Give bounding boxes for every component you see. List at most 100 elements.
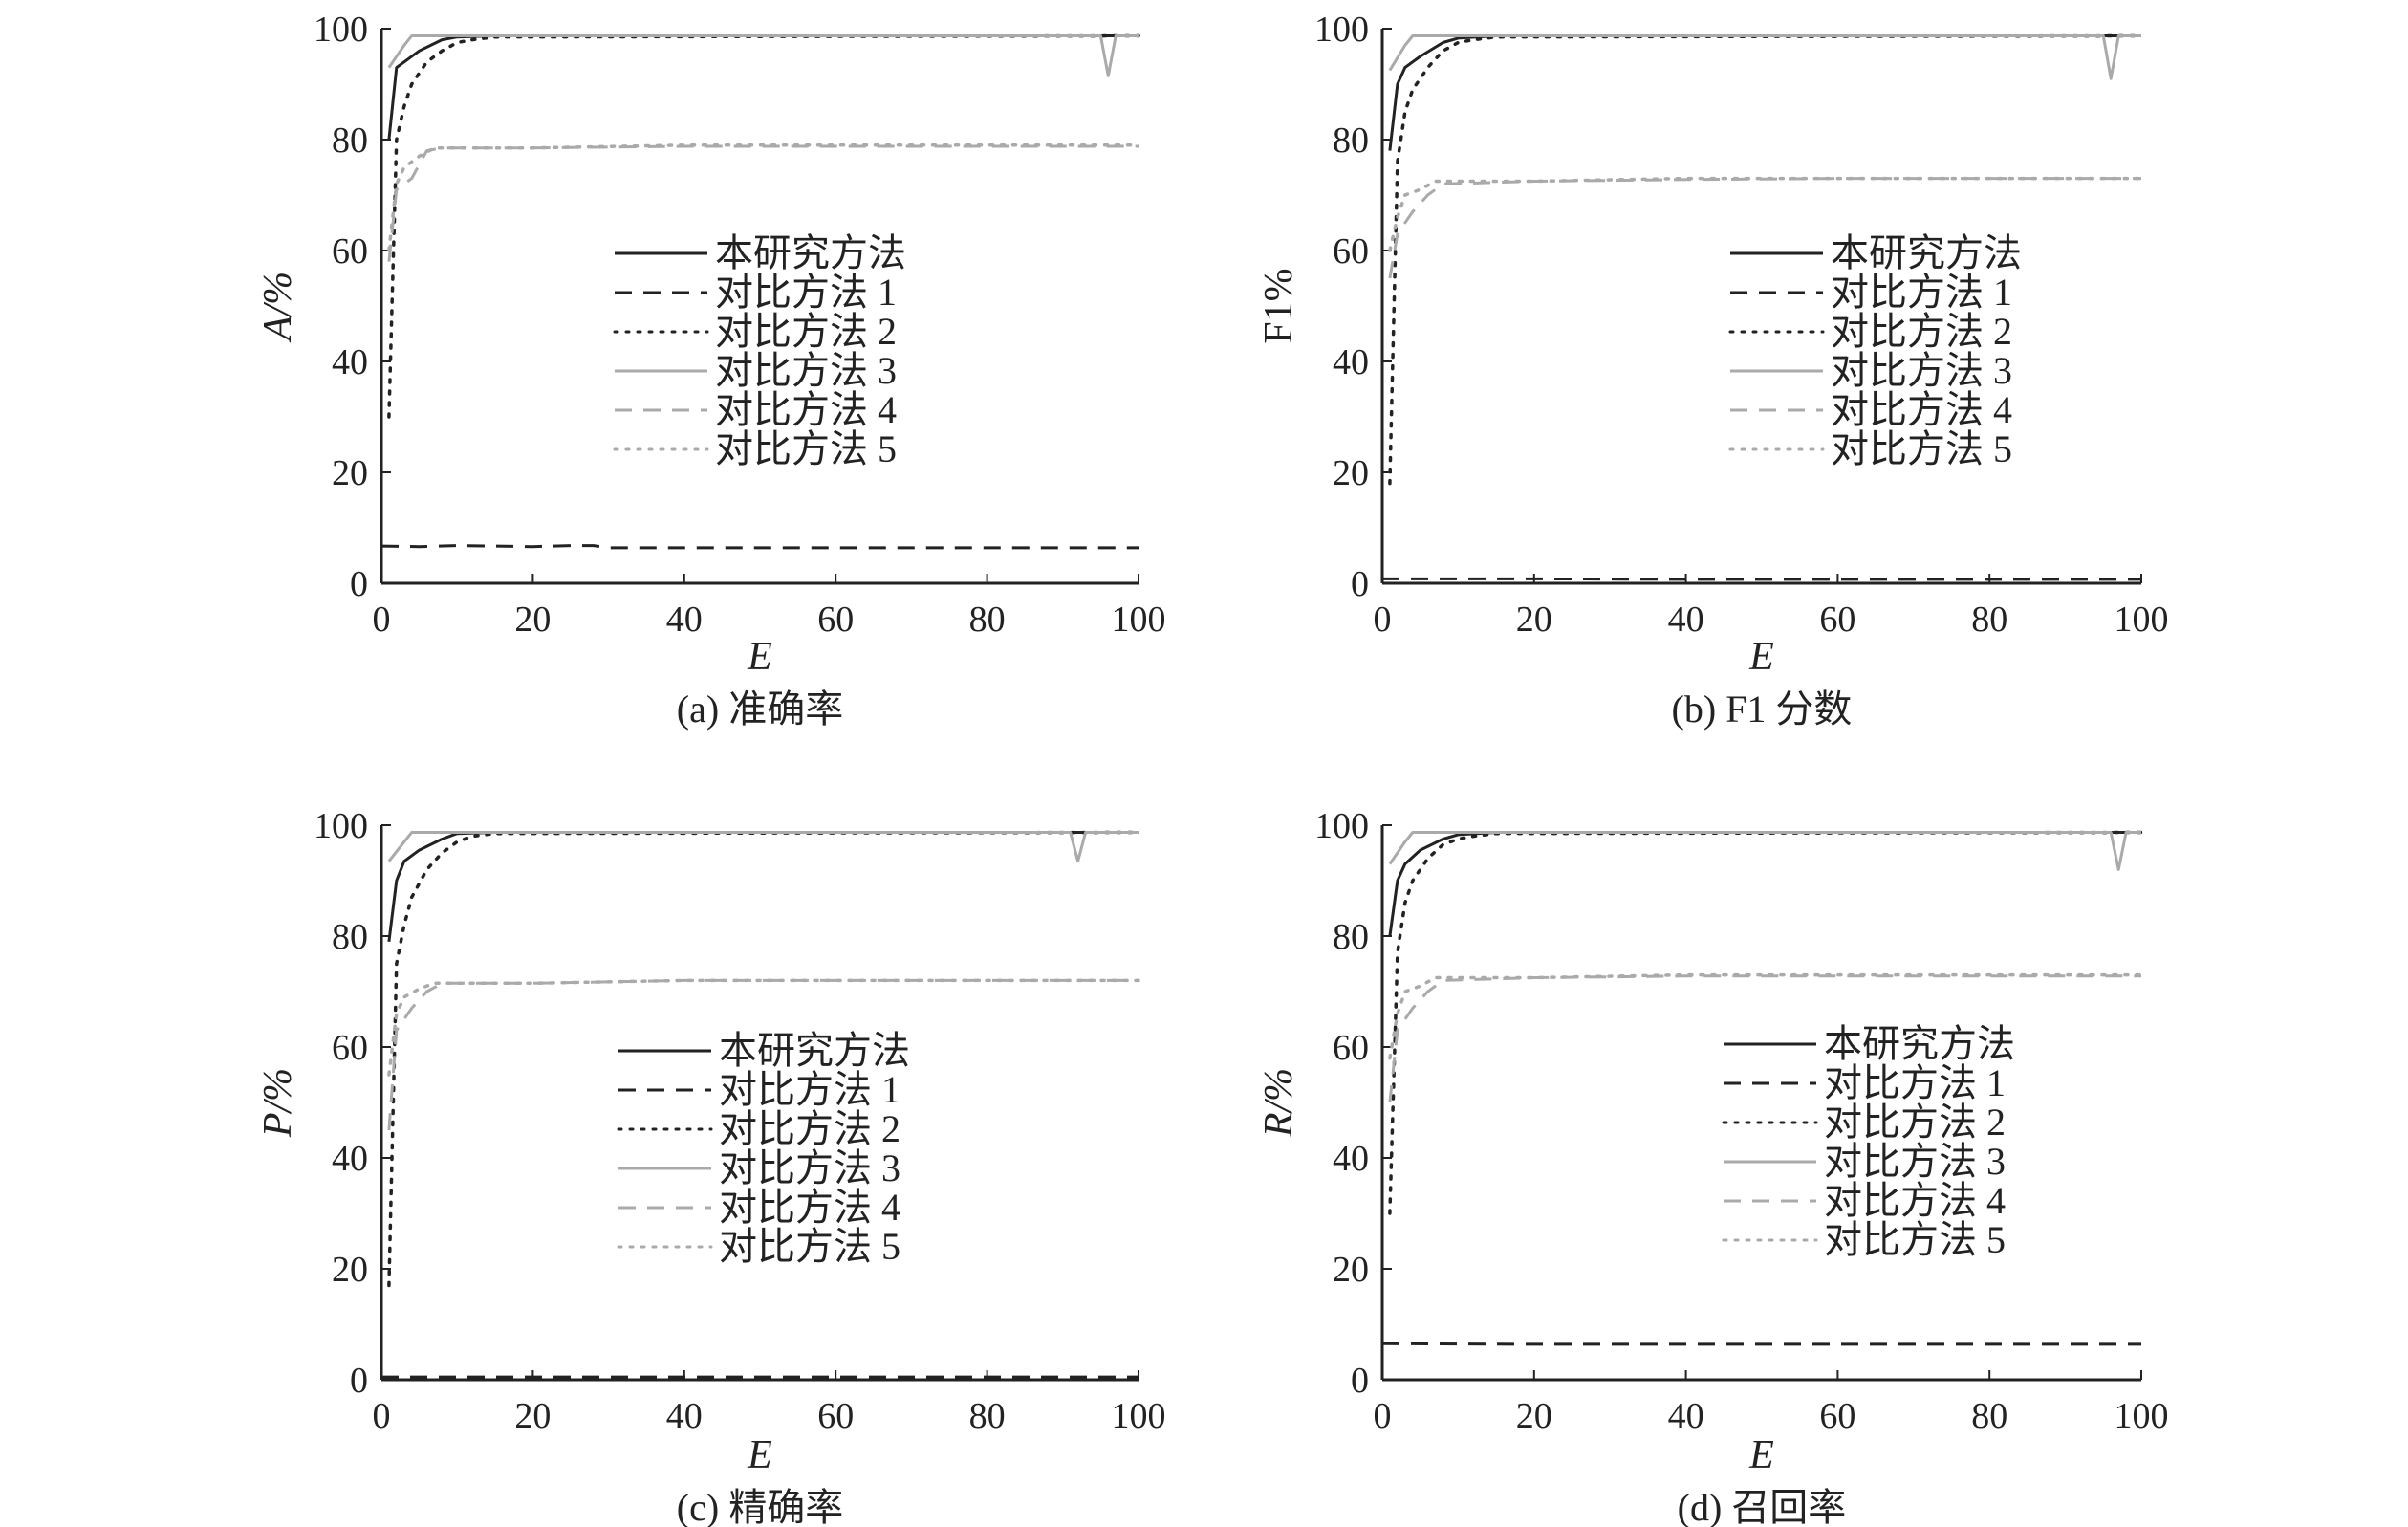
x-tick-label: 20 [514,600,551,640]
series-line-4 [1388,177,2141,279]
x-axis-label: E [1748,635,1774,679]
y-tick-label: 100 [1314,10,1369,50]
y-tick-label: 40 [332,342,368,382]
y-axis-label: A/% [256,272,300,343]
series-line-2 [1388,33,2143,486]
y-tick-label: 20 [332,453,368,493]
series-line-1 [380,544,1139,550]
y-tick-label: 80 [1333,120,1369,161]
legend-entry-label: 对比方法 5 [1824,1218,2006,1261]
legend-entry-label: 本研究方法 [719,1029,910,1072]
y-tick-label: 60 [332,231,368,272]
series-line-0 [1388,34,2141,151]
x-tick-label: 60 [817,1396,854,1436]
y-tick-label: 100 [1314,806,1369,846]
x-axis-label: E [747,1433,772,1477]
y-tick-label: 0 [1351,564,1369,604]
x-tick-label: 60 [817,600,854,640]
series-line-5 [1388,972,2143,1060]
y-tick-label: 100 [314,10,368,50]
y-tick-label: 20 [1333,453,1369,493]
series-line-1 [1382,577,2141,581]
x-tick-label: 100 [2115,600,2169,640]
legend-entry-label: 对比方法 5 [719,1225,900,1268]
y-tick-label: 60 [1333,1028,1369,1068]
x-tick-label: 20 [514,1396,551,1436]
legend-entry-label: 对比方法 1 [1824,1061,2006,1104]
panel-recall: 0 20 40 60 80 100 0 20 40 60 80 100 E R/% (d) 召回率 本研究方法… [1257,806,2169,1527]
series-line-3 [1388,34,2141,80]
panel-precision: 0 20 40 60 80 100 0 20 40 60 80 100 E P/% (c) 精确率 本研究方法… [256,806,1166,1527]
series-line-2 [387,33,1140,419]
panel-f1-score: 0 20 40 60 80 100 0 20 40 60 80 100 E F1% (b) F1 分数 本研究… [1257,10,2169,731]
x-tick-label: 40 [666,1396,703,1436]
panel-caption: (c) 精确率 [677,1486,843,1527]
series-line-4 [1388,974,2141,1103]
x-tick-label: 100 [2115,1396,2169,1436]
series-line-0 [387,34,1139,141]
y-axis-label: F1% [1257,268,1301,343]
legend-entry-label: 本研究方法 [1831,231,2022,274]
y-tick-label: 0 [1351,1361,1369,1401]
y-tick-label: 80 [332,917,368,957]
series-line-5 [387,143,1140,252]
y-tick-label: 60 [332,1028,368,1068]
panel-caption: (b) F1 分数 [1672,687,1853,731]
series-line-2 [1388,830,2143,1215]
legend-entry-label: 对比方法 2 [1824,1101,2006,1144]
x-tick-label: 60 [1819,600,1855,640]
series-line-3 [387,34,1139,77]
x-tick-label: 40 [1668,600,1704,640]
x-tick-label: 100 [1112,600,1166,640]
y-tick-label: 20 [1333,1250,1369,1290]
y-tick-label: 0 [350,1361,368,1401]
legend-entry-label: 对比方法 5 [1831,427,2012,470]
legend-entry-label: 对比方法 3 [719,1146,900,1189]
y-tick-label: 80 [332,120,368,161]
legend-entry-label: 对比方法 4 [715,388,897,431]
y-tick-label: 0 [350,564,368,604]
series-line-5 [387,978,1140,1077]
x-tick-label: 0 [373,1396,391,1436]
legend-entry-label: 本研究方法 [715,231,906,274]
x-tick-label: 60 [1819,1396,1855,1436]
legend-entry-label: 对比方法 1 [719,1068,900,1111]
legend-entry-label: 本研究方法 [1824,1022,2015,1065]
panel-caption: (d) 召回率 [1678,1486,1847,1527]
x-tick-label: 80 [969,600,1006,640]
panel-accuracy: 0 20 40 60 80 100 0 20 40 60 80 100 E A/% (a) 准确率 本研究方法… [256,10,1166,731]
y-axis-label: R/% [1257,1068,1301,1138]
x-axis-label: E [1748,1433,1774,1477]
y-tick-label: 80 [1333,917,1369,957]
x-tick-label: 40 [666,600,703,640]
legend-entry-label: 对比方法 1 [715,271,897,314]
legend-entry-label: 对比方法 3 [1831,349,2012,392]
x-tick-label: 80 [1971,1396,2007,1436]
panel-caption: (a) 准确率 [677,687,843,731]
x-tick-label: 0 [1374,1396,1392,1436]
legend-entry-label: 对比方法 4 [1824,1179,2006,1222]
series-line-3 [1388,831,2141,871]
y-tick-label: 60 [1333,231,1369,272]
y-tick-label: 20 [332,1250,368,1290]
x-tick-label: 0 [373,600,391,640]
series-line-0 [387,831,1139,942]
x-tick-label: 20 [1516,1396,1552,1436]
legend-entry-label: 对比方法 4 [1831,388,2012,431]
legend-entry-label: 对比方法 1 [1831,271,2012,314]
legend-entry-label: 对比方法 2 [1831,310,2012,353]
y-tick-label: 40 [1333,1139,1369,1179]
series-line-0 [1388,831,2141,937]
legend-entry-label: 对比方法 2 [715,310,897,353]
x-tick-label: 0 [1374,600,1392,640]
y-tick-label: 40 [1333,342,1369,382]
x-axis-label: E [747,635,772,679]
x-tick-label: 20 [1516,600,1552,640]
x-tick-label: 40 [1668,1396,1704,1436]
legend-entry-label: 对比方法 4 [719,1186,900,1229]
series-line-5 [1388,176,2143,252]
legend-entry-label: 对比方法 2 [719,1107,900,1150]
legend-entry-label: 对比方法 5 [715,427,897,470]
legend-entry-label: 对比方法 3 [715,349,897,392]
